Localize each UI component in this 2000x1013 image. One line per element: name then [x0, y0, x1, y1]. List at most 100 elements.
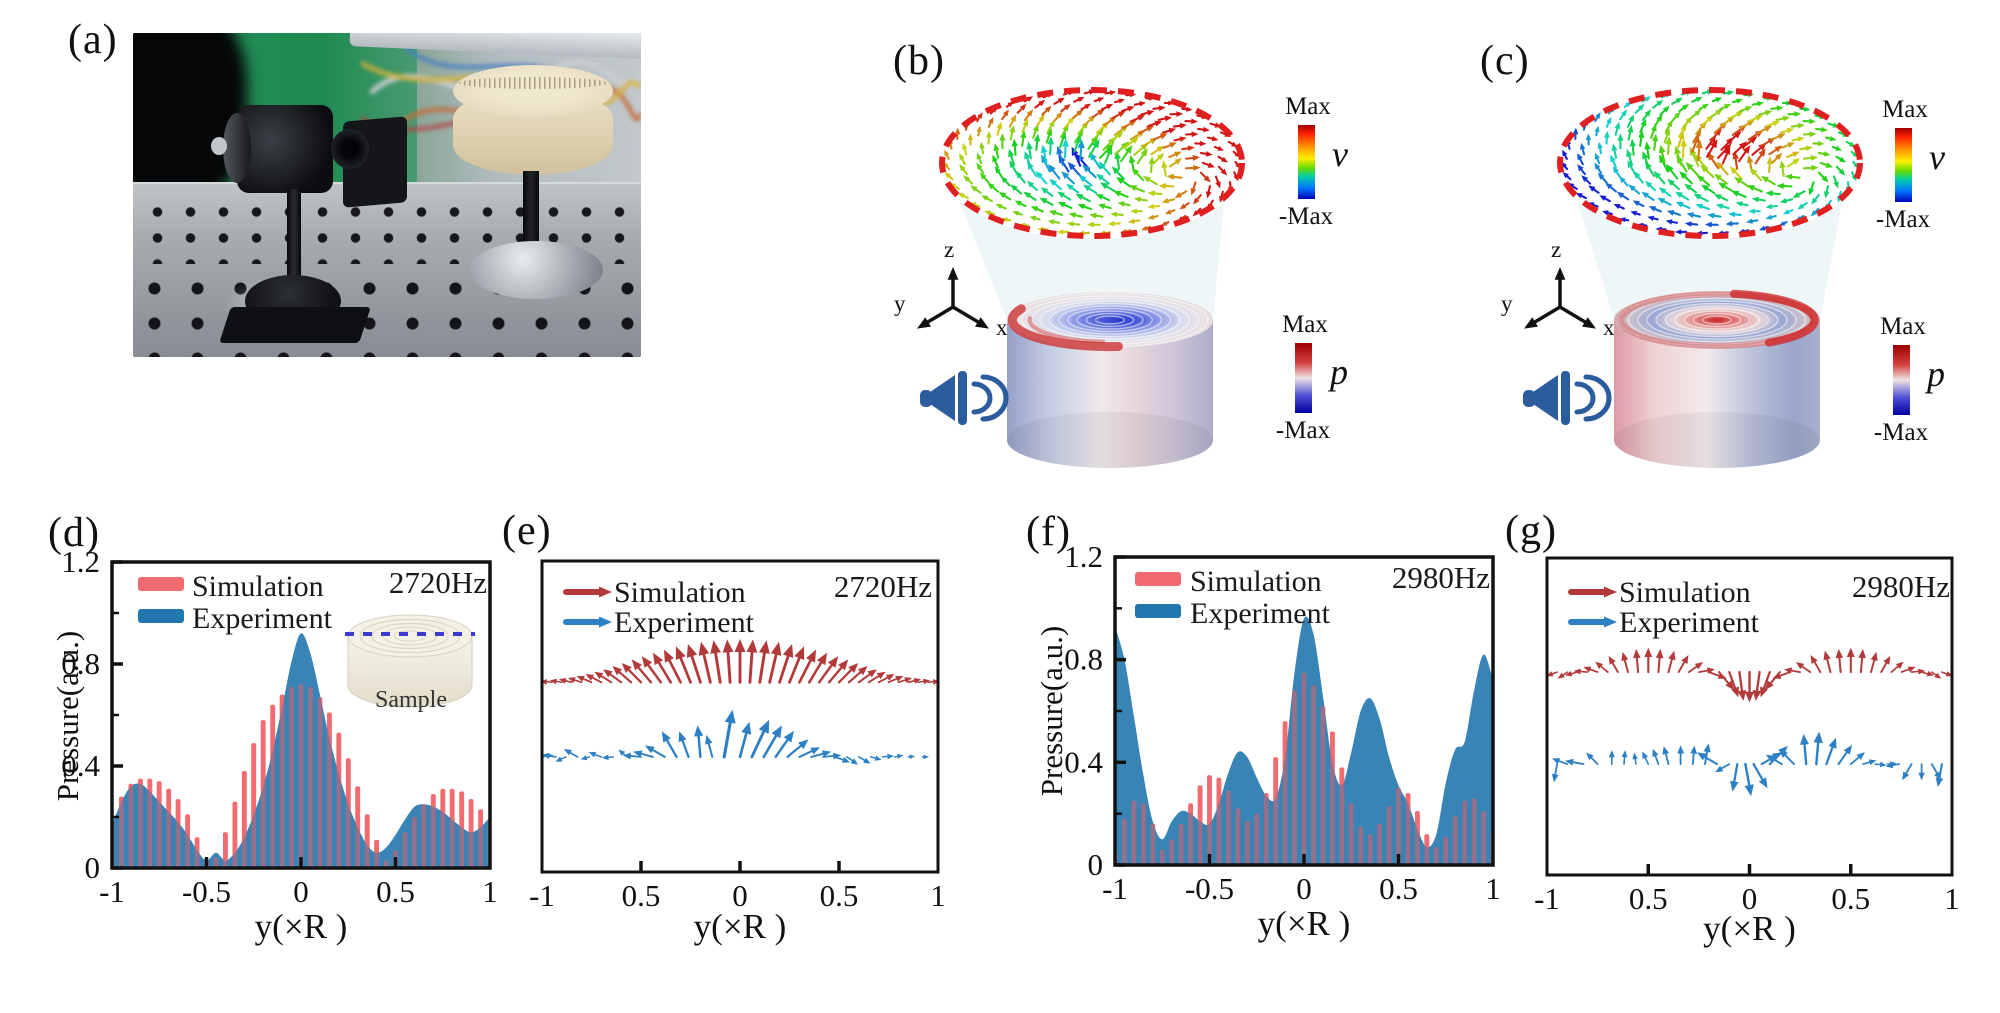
simulation-arrows	[542, 639, 938, 685]
panel-f-chart: 0 0.4 0.8 1.2 -1 -0.5 0 0.5 1	[1064, 539, 1501, 906]
speaker-icon	[920, 371, 1009, 425]
panel-c-axis-x-label: x	[1603, 315, 1615, 340]
tick-label: 1	[1485, 871, 1501, 906]
panel-b-label: (b)	[893, 38, 945, 84]
legend-swatch-simulation	[138, 577, 184, 591]
panel-e-frequency: 2720Hz	[833, 569, 932, 604]
sample-steel-base	[469, 241, 604, 300]
tick-label: 0.5	[376, 874, 415, 909]
panel-d-legend-simulation: Simulation	[192, 570, 324, 603]
experiment-arrows	[542, 709, 938, 765]
plot-area	[1115, 616, 1493, 865]
speaker-endcap	[222, 112, 251, 183]
legend-swatch-experiment	[138, 609, 184, 623]
speaker-foot	[218, 306, 371, 343]
tick-label: 0.5	[1379, 871, 1418, 906]
speaker-cone	[330, 128, 369, 169]
experiment-arrows	[1547, 731, 1952, 797]
panel-e-chart: -1 0.5 0 0.5 1	[529, 559, 946, 913]
panel-c-visualization	[1523, 87, 1863, 468]
speaker-post	[286, 188, 301, 291]
projection-cone	[1578, 203, 1842, 320]
panel-g: (g) -1 0.5 0 0.5 1 y(×R ) Simulation Experim…	[1500, 505, 1980, 975]
panel-e: (e) -1 0.5 0 0.5 1 y(×R ) Simulation Experim…	[500, 505, 950, 975]
plot-area	[112, 633, 490, 868]
velocity-vector-disc	[1557, 87, 1863, 239]
tick-label: -1	[99, 874, 125, 909]
tick-label: -0.5	[1185, 871, 1234, 906]
projection-cone	[960, 203, 1224, 320]
tick-label: 0.8	[61, 646, 100, 681]
sample-inset-drawing	[345, 614, 475, 708]
tick-label: 1.2	[61, 544, 100, 579]
quiver-field	[542, 639, 938, 765]
simulation-bars-overlay	[1115, 672, 1493, 865]
legend-swatch-experiment	[1135, 604, 1181, 618]
panel-b-vbar-symbol: v	[1332, 134, 1348, 174]
panel-g-legend-simulation: Simulation	[1619, 576, 1751, 609]
panel-c-axis-z-label: z	[1551, 237, 1562, 262]
panel-b-axis-x-label: x	[996, 315, 1008, 340]
speaker-knob	[210, 136, 227, 155]
panel-a-label: (a)	[68, 17, 118, 63]
panel-b-pbar-symbol: p	[1330, 352, 1348, 392]
simulation-arrows	[1547, 647, 1952, 703]
sample-hatch-texture	[459, 77, 608, 90]
panel-d-sample-inset: Sample	[335, 591, 487, 733]
panel-g-legend-experiment: Experiment	[1619, 606, 1759, 639]
panel-c-axis-y-label: y	[1501, 291, 1513, 316]
panel-e-legend-simulation: Simulation	[614, 576, 746, 609]
panel-b-pbar-min: -Max	[1275, 417, 1331, 444]
panel-c-pbar-symbol: p	[1927, 354, 1945, 394]
tick-label: 1.2	[1064, 539, 1103, 574]
panel-c-vbar-symbol: v	[1929, 137, 1945, 177]
tick-label: 1	[930, 878, 946, 913]
legend-swatch-simulation	[1135, 572, 1181, 586]
tick-label: 0.4	[1064, 744, 1103, 779]
panel-d: (d) 0 0.4 0.8 1.2 -1 -0.5 0 0.5 1 Pressure(a.u.)…	[40, 505, 510, 975]
panel-b-axis-y-label: y	[894, 291, 906, 316]
tick-label: 0	[1088, 847, 1104, 882]
tick-label: 0.5	[820, 878, 859, 913]
panel-e-xlabel: y(×R )	[693, 907, 787, 946]
photo-speaker-assembly	[210, 85, 455, 345]
panel-f-legend-simulation: Simulation	[1190, 565, 1322, 598]
experimental-setup-photo	[133, 33, 641, 357]
sample-inset-label: Sample	[375, 687, 447, 713]
panel-f-ylabel: Pressure(a.u.)	[1034, 625, 1069, 797]
panel-f-label: (f)	[1026, 509, 1071, 555]
tick-label: 0	[732, 878, 748, 913]
panel-d-frequency: 2720Hz	[388, 565, 487, 600]
panel-e-legend-experiment: Experiment	[614, 606, 754, 639]
panel-c-pbar-max: Max	[1880, 313, 1926, 340]
panel-c-vbar-max: Max	[1882, 96, 1928, 123]
panel-e-label: (e)	[502, 508, 552, 554]
simulation-bars-overlay	[112, 684, 490, 868]
panel-c-velocity-colorbar	[1895, 128, 1912, 202]
tick-label: 0.4	[61, 748, 100, 783]
tick-label: 1	[482, 874, 498, 909]
tick-label: 0.5	[1629, 881, 1668, 916]
tick-label: 0	[1742, 881, 1758, 916]
panel-b-vbar-min: -Max	[1278, 203, 1334, 230]
panel-c-pressure-colorbar	[1893, 345, 1910, 415]
panel-b-axis-z-label: z	[944, 237, 955, 262]
photo-sample-assembly	[453, 65, 641, 345]
speaker-icon	[1523, 371, 1612, 425]
tick-label: 0	[1296, 871, 1312, 906]
pressure-cylinder	[1614, 289, 1820, 468]
tick-label: -1	[529, 878, 555, 913]
panel-b-pressure-colorbar	[1295, 343, 1312, 413]
panel-g-label: (g)	[1505, 508, 1557, 554]
panel-b-vbar-max: Max	[1285, 93, 1331, 120]
panel-c-label: (c)	[1480, 38, 1530, 84]
tick-label: 1	[1944, 881, 1960, 916]
coordinate-axes-icon	[1524, 267, 1596, 329]
pressure-cylinder	[1007, 292, 1213, 468]
panel-b-pbar-max: Max	[1282, 311, 1328, 338]
disc-dashed-rim	[1557, 87, 1863, 239]
panel-d-xlabel: y(×R )	[254, 907, 348, 946]
panel-g-frequency: 2980Hz	[1851, 569, 1950, 604]
tick-label: 0.5	[1831, 881, 1870, 916]
